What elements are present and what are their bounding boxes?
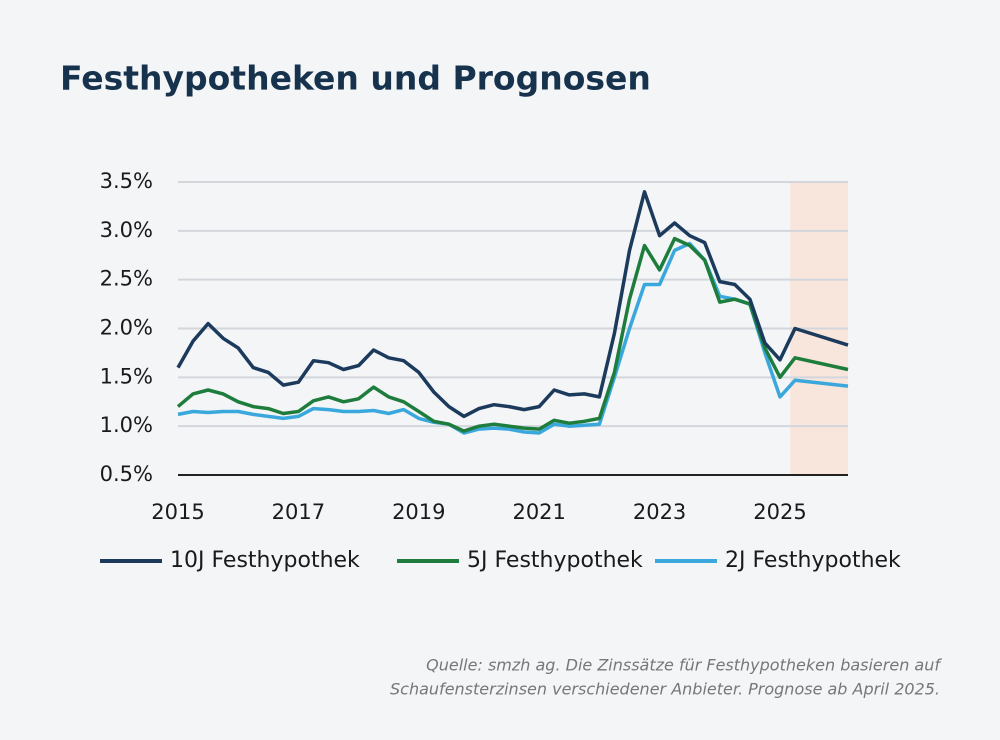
- legend-label: 10J Festhypothek: [170, 548, 360, 573]
- y-tick-label: 1.0%: [100, 413, 153, 437]
- y-tick-label: 1.5%: [100, 364, 153, 388]
- y-tick-label: 3.5%: [100, 169, 153, 193]
- source-note: Schaufensterzinsen verschiedener Anbiete…: [390, 680, 940, 699]
- y-tick-label: 3.0%: [100, 218, 153, 242]
- x-tick-label: 2023: [633, 500, 686, 524]
- x-tick-label: 2021: [512, 500, 565, 524]
- y-tick-label: 2.0%: [100, 316, 153, 340]
- chart-title: Festhypotheken und Prognosen: [60, 59, 651, 98]
- x-tick-label: 2019: [392, 500, 445, 524]
- source-note: Quelle: smzh ag. Die Zinssätze für Festh…: [426, 656, 942, 675]
- series-line: [176, 190, 849, 419]
- x-tick-label: 2017: [272, 500, 325, 524]
- y-tick-label: 2.5%: [100, 267, 153, 291]
- y-tick-label: 0.5%: [100, 462, 153, 486]
- x-tick-label: 2025: [753, 500, 806, 524]
- legend-label: 2J Festhypothek: [725, 548, 901, 573]
- legend-label: 5J Festhypothek: [467, 548, 643, 573]
- x-tick-label: 2015: [151, 500, 204, 524]
- series-line: [176, 236, 849, 433]
